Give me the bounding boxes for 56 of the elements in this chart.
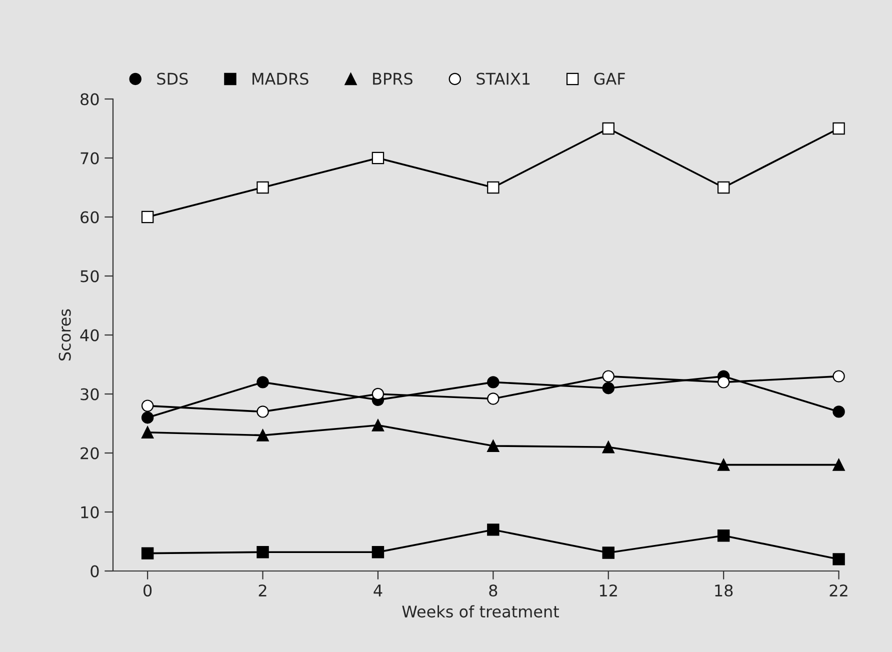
point bbox=[141, 426, 154, 438]
x-tick-label: 18 bbox=[715, 584, 733, 597]
point bbox=[832, 553, 845, 566]
x-tick-label: 8 bbox=[489, 584, 498, 597]
point bbox=[256, 546, 269, 558]
y-tick-label: 50 bbox=[80, 270, 99, 282]
y-tick-label: 60 bbox=[80, 211, 99, 224]
legend-label: MADRS bbox=[252, 72, 308, 85]
point bbox=[372, 546, 384, 558]
y-tick-label: 40 bbox=[80, 329, 99, 342]
x-axis-title: Weeks of treatment bbox=[402, 605, 559, 618]
point bbox=[141, 400, 154, 412]
point bbox=[372, 152, 384, 164]
point bbox=[717, 181, 730, 194]
x-tick-label: 2 bbox=[258, 584, 266, 596]
y-axis-title: Scores bbox=[58, 309, 71, 360]
x-tick-label: 4 bbox=[374, 584, 382, 596]
legend-label: GAF bbox=[594, 72, 625, 85]
y-tick-label: 70 bbox=[80, 152, 99, 164]
point bbox=[832, 406, 845, 418]
x-tick-label: 22 bbox=[830, 584, 848, 596]
legend-label: SDS bbox=[157, 72, 188, 85]
point bbox=[717, 376, 730, 388]
point bbox=[832, 122, 845, 135]
point bbox=[372, 388, 384, 400]
point bbox=[832, 370, 845, 382]
point bbox=[372, 419, 384, 432]
y-tick-label: 10 bbox=[81, 506, 99, 518]
point bbox=[602, 370, 614, 382]
point bbox=[256, 406, 269, 418]
point bbox=[717, 458, 730, 471]
point bbox=[602, 546, 614, 559]
point bbox=[141, 210, 154, 224]
legend-label: STAIX1 bbox=[476, 72, 530, 85]
point bbox=[602, 122, 614, 135]
point bbox=[602, 382, 614, 394]
point bbox=[487, 524, 500, 536]
x-tick-label: 0 bbox=[144, 584, 152, 597]
point bbox=[832, 458, 845, 471]
x-tick-label: 12 bbox=[600, 584, 617, 596]
point bbox=[487, 376, 500, 388]
point bbox=[256, 376, 269, 388]
point bbox=[256, 181, 269, 194]
point bbox=[141, 411, 154, 424]
point bbox=[717, 529, 730, 542]
point bbox=[141, 547, 154, 560]
point bbox=[487, 181, 500, 194]
point bbox=[487, 392, 500, 405]
y-tick-label: 0 bbox=[90, 565, 99, 578]
y-tick-label: 80 bbox=[80, 93, 99, 106]
point bbox=[256, 429, 269, 442]
legend-label: BPRS bbox=[373, 72, 412, 85]
y-tick-label: 30 bbox=[80, 388, 99, 400]
point bbox=[487, 440, 500, 452]
y-tick-label: 20 bbox=[80, 447, 99, 460]
point bbox=[602, 440, 614, 454]
